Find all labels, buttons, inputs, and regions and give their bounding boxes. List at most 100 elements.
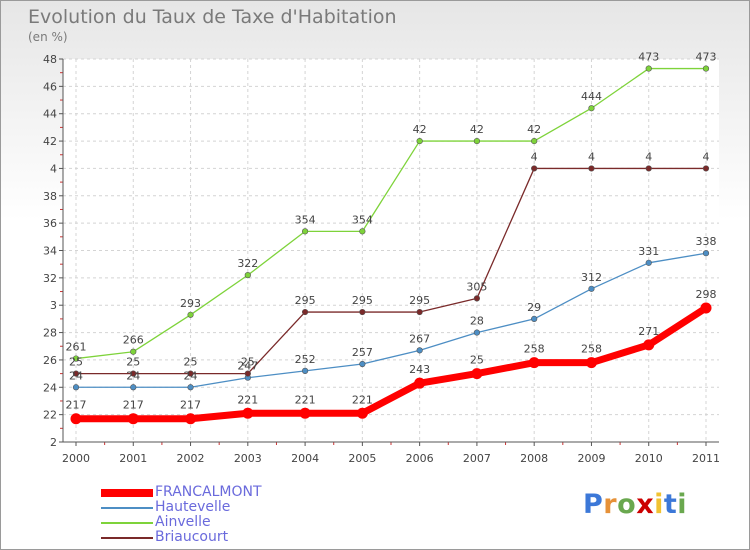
series-line-francalmont bbox=[76, 305, 708, 423]
data-point bbox=[588, 165, 595, 172]
data-label: 257 bbox=[352, 346, 373, 359]
data-point bbox=[130, 384, 137, 391]
y-tick-label: 2 bbox=[50, 436, 57, 449]
data-point bbox=[185, 413, 197, 425]
y-tick-label: 36 bbox=[43, 217, 57, 230]
x-tick-label: 2002 bbox=[177, 452, 205, 465]
data-label: 25 bbox=[184, 356, 198, 369]
logo-letter: r bbox=[603, 489, 618, 520]
data-point bbox=[643, 339, 655, 351]
data-label: 4 bbox=[588, 150, 595, 163]
x-tick-label: 2009 bbox=[577, 452, 605, 465]
data-point bbox=[702, 165, 710, 172]
data-point bbox=[528, 357, 540, 369]
logo-letter: x bbox=[636, 489, 655, 520]
y-tick-label: 46 bbox=[43, 80, 57, 93]
x-tick-label: 2008 bbox=[520, 452, 548, 465]
data-label: 258 bbox=[581, 343, 602, 356]
y-tick-label: 24 bbox=[43, 381, 57, 394]
data-label: 295 bbox=[409, 294, 430, 307]
data-label: 338 bbox=[696, 235, 717, 248]
series-line-hautevelle bbox=[76, 252, 707, 388]
data-point bbox=[471, 368, 483, 380]
data-point bbox=[72, 370, 80, 377]
x-tick-label: 2001 bbox=[119, 452, 147, 465]
x-tick-label: 2004 bbox=[291, 452, 319, 465]
data-point bbox=[645, 65, 652, 72]
data-label: 4 bbox=[645, 150, 652, 163]
x-tick-label: 2000 bbox=[62, 452, 90, 465]
data-point bbox=[130, 370, 137, 377]
x-tick-label: 2010 bbox=[635, 452, 663, 465]
data-point bbox=[473, 329, 481, 336]
data-point bbox=[700, 302, 712, 314]
data-label: 267 bbox=[409, 332, 430, 345]
data-label: 331 bbox=[638, 245, 659, 258]
data-label: 24 bbox=[184, 369, 198, 382]
data-point bbox=[187, 370, 194, 377]
data-label: 217 bbox=[66, 399, 87, 412]
proxiti-logo: Proxiti bbox=[583, 489, 687, 520]
data-point bbox=[588, 285, 595, 292]
data-point bbox=[414, 377, 426, 389]
data-point bbox=[473, 137, 481, 145]
series-line-ainvelle bbox=[75, 67, 706, 360]
data-label: 295 bbox=[352, 294, 373, 307]
data-point bbox=[70, 413, 82, 425]
data-point bbox=[531, 315, 538, 322]
data-point bbox=[702, 65, 710, 72]
data-point bbox=[244, 370, 251, 377]
data-label: 4 bbox=[703, 150, 710, 163]
data-point bbox=[301, 367, 309, 374]
legend-label: FRANCALMONT bbox=[155, 484, 262, 500]
data-label: 25 bbox=[69, 356, 83, 369]
data-label: 25 bbox=[126, 356, 140, 369]
legend-swatch bbox=[101, 522, 153, 524]
y-tick-label: 32 bbox=[43, 272, 57, 285]
data-label: 221 bbox=[352, 393, 373, 406]
data-label: 354 bbox=[295, 213, 316, 226]
data-point bbox=[416, 347, 423, 354]
legend-label: Briaucourt bbox=[155, 529, 229, 545]
logo-letter: i bbox=[654, 489, 664, 520]
legend-label: Hautevelle bbox=[155, 499, 231, 515]
data-point bbox=[359, 360, 366, 368]
legend-swatch bbox=[101, 537, 153, 539]
data-point bbox=[416, 308, 423, 316]
data-label: 25 bbox=[470, 354, 484, 367]
data-point bbox=[702, 250, 710, 257]
data-label: 322 bbox=[237, 257, 258, 270]
data-label: 271 bbox=[638, 325, 659, 338]
x-tick-label: 2003 bbox=[234, 452, 262, 465]
y-tick-label: 44 bbox=[43, 108, 57, 121]
data-label: 42 bbox=[527, 123, 541, 136]
data-label: 24 bbox=[126, 369, 140, 382]
series-line-briaucourt bbox=[76, 167, 706, 375]
data-label: 258 bbox=[524, 343, 545, 356]
data-label: 25 bbox=[241, 356, 255, 369]
data-label: 354 bbox=[352, 213, 373, 226]
data-point bbox=[301, 308, 309, 316]
data-point bbox=[130, 348, 137, 355]
data-label: 42 bbox=[470, 123, 484, 136]
data-point bbox=[356, 407, 368, 419]
data-point bbox=[72, 384, 80, 391]
data-label: 217 bbox=[180, 399, 201, 412]
data-label: 243 bbox=[409, 363, 430, 376]
logo-letter: P bbox=[583, 489, 604, 520]
data-label: 217 bbox=[123, 399, 144, 412]
data-point bbox=[244, 272, 251, 279]
data-label: 444 bbox=[581, 90, 602, 103]
data-point bbox=[242, 407, 254, 419]
data-point bbox=[416, 137, 423, 145]
x-tick-label: 2005 bbox=[348, 452, 376, 465]
data-point bbox=[531, 165, 538, 172]
y-tick-label: 38 bbox=[43, 190, 57, 203]
data-label: 473 bbox=[638, 51, 659, 64]
data-point bbox=[187, 384, 194, 391]
y-tick-label: 3 bbox=[50, 299, 57, 312]
data-label: 305 bbox=[466, 280, 487, 293]
x-tick-label: 2007 bbox=[463, 452, 491, 465]
